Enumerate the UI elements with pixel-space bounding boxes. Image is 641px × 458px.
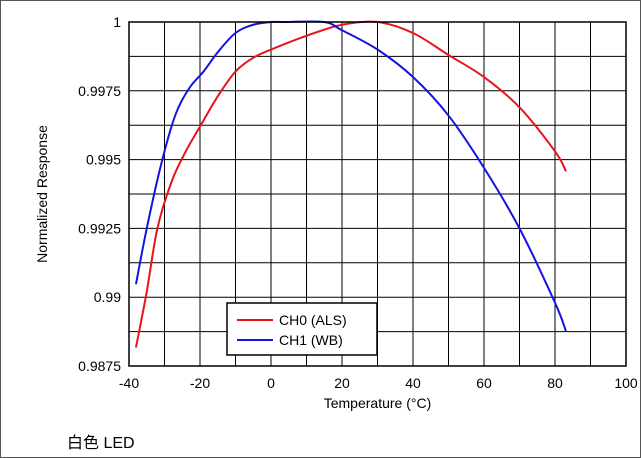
y-tick-label: 0.99 <box>94 289 121 305</box>
y-tick-label: 1 <box>113 14 121 30</box>
x-tick-label: 100 <box>614 375 638 391</box>
grid-lines <box>129 22 626 366</box>
x-tick-label: -20 <box>190 375 210 391</box>
legend: CH0 (ALS) CH1 (WB) <box>226 302 378 356</box>
y-axis-label: Normalized Response <box>34 125 50 263</box>
caption: 白色 LED <box>67 435 135 452</box>
x-tick-label: -40 <box>119 375 139 391</box>
x-tick-label: 0 <box>267 375 275 391</box>
response-chart: -40 -20 0 20 40 60 80 100 0.9875 0.99 0.9925 0.995… <box>34 14 638 411</box>
x-tick-label: 80 <box>547 375 563 391</box>
x-tick-labels: -40 -20 0 20 40 60 80 100 <box>119 375 638 391</box>
y-tick-label: 0.995 <box>86 152 121 168</box>
legend-label-ch1: CH1 (WB) <box>279 332 343 348</box>
y-tick-label: 0.9925 <box>78 220 121 236</box>
y-tick-labels: 0.9875 0.99 0.9925 0.995 0.9975 1 <box>78 14 121 374</box>
legend-label-ch0: CH0 (ALS) <box>279 312 347 328</box>
legend-box <box>226 302 378 356</box>
plot-border <box>128 21 627 367</box>
x-axis-label: Temperature (°C) <box>324 395 432 411</box>
y-tick-label: 0.9875 <box>78 358 121 374</box>
x-tick-label: 20 <box>334 375 350 391</box>
x-tick-label: 60 <box>476 375 492 391</box>
x-tick-label: 40 <box>405 375 421 391</box>
series-line-ch0 <box>135 20 567 348</box>
y-tick-label: 0.9975 <box>78 83 121 99</box>
